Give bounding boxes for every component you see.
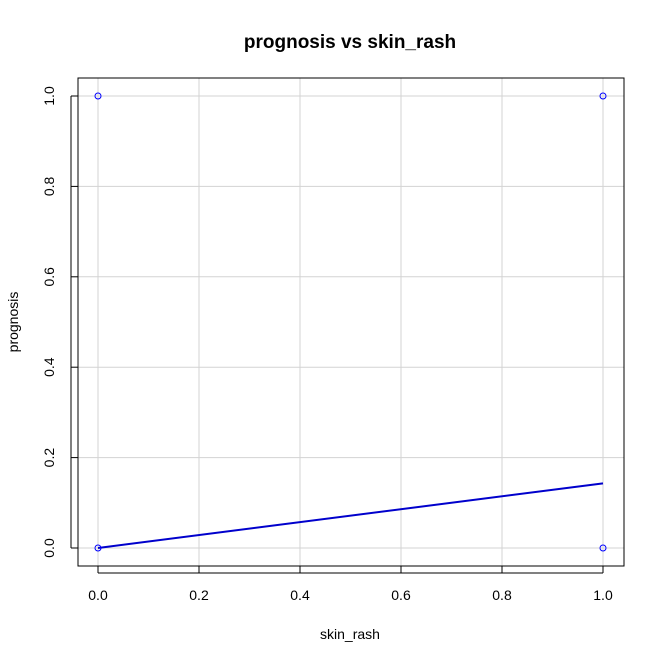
- points-group: [94, 92, 607, 552]
- data-point: [94, 92, 102, 100]
- data-point: [599, 92, 607, 100]
- x-tick-label: 1.0: [593, 587, 613, 603]
- data-point: [599, 544, 607, 552]
- fit-line-group: [97, 482, 604, 549]
- y-tick-label: 0.6: [41, 267, 57, 287]
- x-tick-label: 0.6: [391, 587, 411, 603]
- chart-title: prognosis vs skin_rash: [244, 32, 456, 53]
- y-axis-label: prognosis: [5, 292, 21, 353]
- fit-line: [97, 482, 604, 549]
- plot-frame: [77, 77, 625, 567]
- y-tick-label: 0.8: [41, 176, 57, 196]
- x-tick-label: 0.4: [290, 587, 310, 603]
- y-tick-label: 0.4: [41, 357, 57, 377]
- grid: [78, 78, 624, 566]
- x-tick-label: 0.2: [189, 587, 209, 603]
- y-tick-label: 1.0: [41, 86, 57, 106]
- x-axis-label: skin_rash: [320, 626, 380, 642]
- x-tick-label: 0.8: [492, 587, 512, 603]
- y-axis: 0.0 0.2 0.4 0.6 0.8 1.0: [41, 86, 78, 558]
- y-tick-label: 0.2: [41, 448, 57, 468]
- x-axis: 0.0 0.2 0.4 0.6 0.8 1.0: [88, 566, 613, 603]
- y-tick-label: 0.0: [41, 538, 57, 558]
- x-tick-label: 0.0: [88, 587, 108, 603]
- data-point: [94, 544, 102, 552]
